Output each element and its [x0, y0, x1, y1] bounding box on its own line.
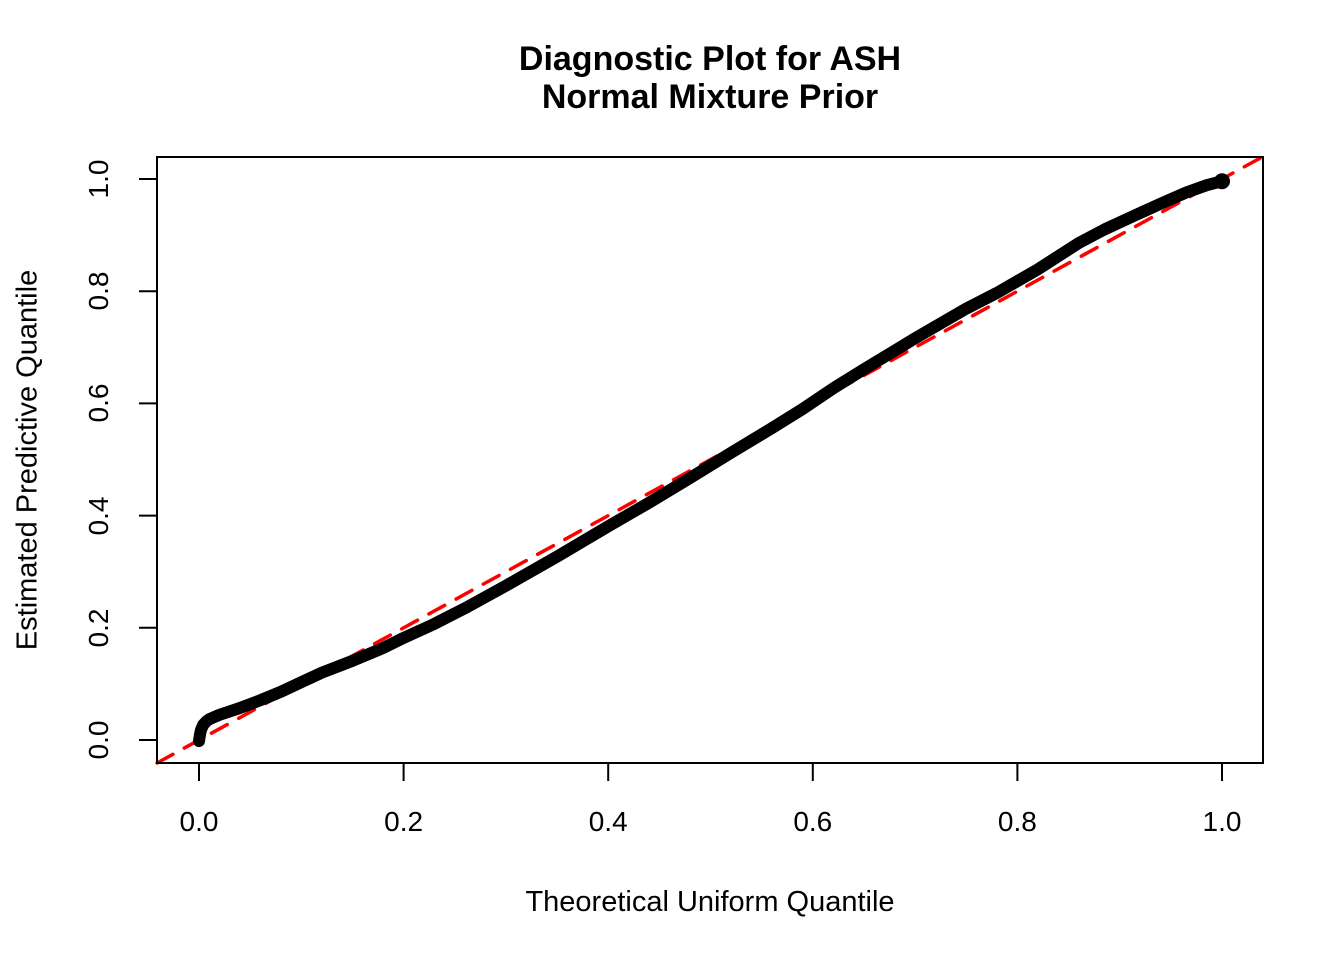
chart-title-line1: Diagnostic Plot for ASH [518, 40, 902, 78]
x-tick-label: 0.8 [997, 806, 1037, 837]
estimated-predictive-quantile-curve-end-dot [1214, 173, 1230, 190]
x-tick-label: 0.4 [588, 806, 628, 837]
y-tick-label: 0.6 [83, 383, 114, 423]
y-tick-label: 0.8 [83, 271, 114, 311]
x-tick-label: 0.6 [793, 806, 833, 837]
estimated-predictive-quantile-curve [193, 175, 1228, 748]
x-tick-label: 1.0 [1202, 806, 1242, 837]
chart-title: Diagnostic Plot for ASH Normal Mixture P… [519, 40, 901, 116]
y-tick-label: 0.4 [83, 496, 114, 536]
x-tick-label: 0.0 [179, 806, 219, 837]
y-tick-label: 0.0 [83, 720, 114, 760]
plot-box [156, 156, 1264, 764]
chart-title-line2: Normal Mixture Prior [541, 78, 879, 116]
y-tick-label: 0.2 [83, 608, 114, 648]
y-axis-label: Estimated Predictive Quantile [11, 269, 44, 651]
y-tick-label: 1.0 [83, 159, 114, 199]
x-axis-label: Theoretical Uniform Quantile [525, 886, 895, 918]
x-tick-label: 0.2 [384, 806, 424, 837]
